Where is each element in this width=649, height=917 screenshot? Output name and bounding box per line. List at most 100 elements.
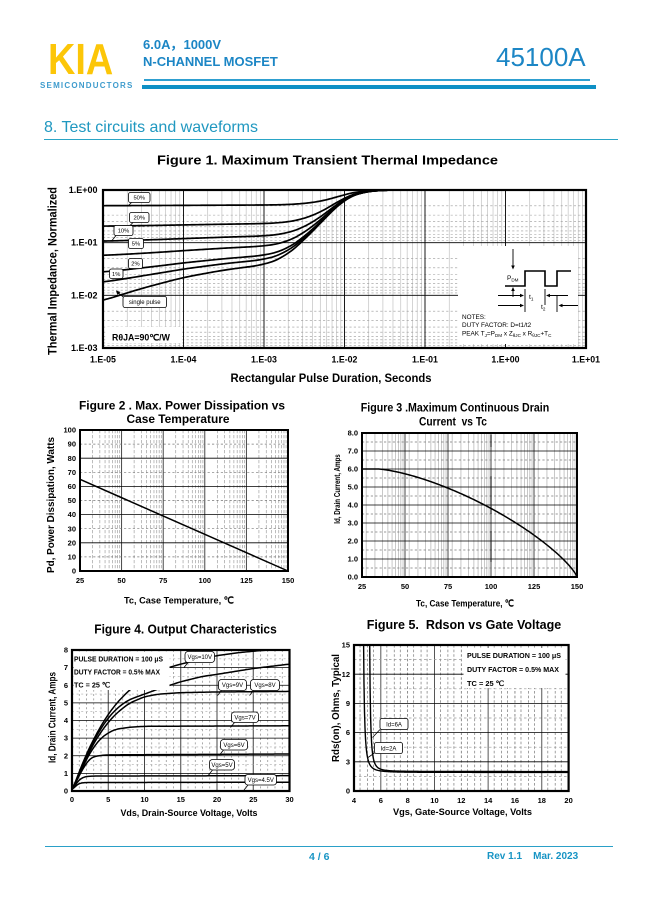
svg-text:18: 18 bbox=[538, 796, 546, 805]
svg-text:Figure 2 . Max. Power Dissipat: Figure 2 . Max. Power Dissipation vs bbox=[79, 399, 285, 413]
svg-text:Vgs=5V: Vgs=5V bbox=[211, 763, 232, 769]
svg-text:1: 1 bbox=[64, 769, 68, 778]
svg-text:40: 40 bbox=[68, 510, 76, 519]
svg-text:3.0: 3.0 bbox=[348, 519, 358, 528]
svg-text:t2: t2 bbox=[541, 304, 546, 312]
svg-text:PULSE DURATION = 100 μS: PULSE DURATION = 100 μS bbox=[467, 651, 561, 660]
svg-text:80: 80 bbox=[68, 454, 76, 463]
svg-text:7: 7 bbox=[64, 663, 68, 672]
svg-text:100: 100 bbox=[199, 576, 212, 585]
svg-text:8: 8 bbox=[406, 796, 410, 805]
svg-text:0: 0 bbox=[64, 787, 68, 796]
svg-text:12: 12 bbox=[457, 796, 465, 805]
svg-text:75: 75 bbox=[444, 582, 452, 591]
svg-text:t1: t1 bbox=[529, 294, 534, 302]
svg-text:single pulse: single pulse bbox=[129, 300, 161, 306]
svg-text:50%: 50% bbox=[133, 196, 145, 202]
svg-text:1.E-03: 1.E-03 bbox=[71, 343, 98, 353]
svg-text:30: 30 bbox=[68, 524, 76, 533]
svg-text:50: 50 bbox=[117, 576, 125, 585]
svg-text:20%: 20% bbox=[133, 216, 145, 222]
svg-text:Id, Drain Current, Amps: Id, Drain Current, Amps bbox=[48, 672, 59, 763]
svg-text:20: 20 bbox=[564, 796, 572, 805]
svg-text:1.E-01: 1.E-01 bbox=[412, 355, 438, 365]
svg-text:PULSE DURATION = 100 μS: PULSE DURATION = 100 μS bbox=[74, 655, 163, 664]
svg-text:PDM: PDM bbox=[507, 275, 519, 283]
svg-text:Vgs=4.5V: Vgs=4.5V bbox=[248, 778, 274, 784]
svg-text:Figure 5. Rdson vs Gate Volta: Figure 5. Rdson vs Gate Voltage bbox=[367, 618, 562, 632]
svg-text:12: 12 bbox=[342, 670, 350, 679]
svg-text:Case Temperature: Case Temperature bbox=[127, 412, 230, 426]
svg-text:10: 10 bbox=[140, 795, 148, 804]
svg-text:25: 25 bbox=[358, 582, 366, 591]
svg-text:RθJA=90℃/W: RθJA=90℃/W bbox=[112, 333, 171, 343]
svg-text:20: 20 bbox=[213, 795, 221, 804]
svg-text:30: 30 bbox=[285, 795, 293, 804]
svg-text:50: 50 bbox=[68, 496, 76, 505]
svg-text:8.0: 8.0 bbox=[348, 429, 358, 438]
svg-text:Figure 3 .Maximum Continuous D: Figure 3 .Maximum Continuous Drain bbox=[361, 401, 550, 415]
svg-text:5%: 5% bbox=[132, 242, 140, 248]
svg-text:90: 90 bbox=[68, 440, 76, 449]
svg-text:Pd, Power Dissipation, Watts: Pd, Power Dissipation, Watts bbox=[45, 437, 57, 573]
svg-text:7.0: 7.0 bbox=[348, 447, 358, 456]
svg-text:Current vs Tc: Current vs Tc bbox=[419, 415, 487, 429]
svg-text:Vds, Drain-Source Voltage, Vol: Vds, Drain-Source Voltage, Volts bbox=[121, 808, 258, 819]
svg-text:16: 16 bbox=[511, 796, 519, 805]
svg-text:TC = 25 ℃: TC = 25 ℃ bbox=[74, 681, 110, 690]
svg-text:9: 9 bbox=[346, 699, 350, 708]
svg-text:1.E-02: 1.E-02 bbox=[332, 355, 358, 365]
svg-text:14: 14 bbox=[484, 796, 493, 805]
svg-text:2%: 2% bbox=[131, 262, 139, 268]
svg-text:75: 75 bbox=[159, 576, 167, 585]
svg-text:4: 4 bbox=[352, 796, 357, 805]
svg-text:Vgs=10V: Vgs=10V bbox=[187, 655, 212, 661]
svg-text:10: 10 bbox=[68, 553, 76, 562]
svg-text:6: 6 bbox=[64, 681, 68, 690]
svg-text:1.E-03: 1.E-03 bbox=[251, 355, 277, 365]
svg-text:125: 125 bbox=[528, 582, 541, 591]
svg-text:150: 150 bbox=[282, 576, 295, 585]
svg-text:15: 15 bbox=[177, 795, 185, 804]
svg-text:TC = 25 ℃: TC = 25 ℃ bbox=[467, 679, 504, 688]
svg-text:0: 0 bbox=[346, 787, 350, 796]
svg-text:Tc, Case Temperature, ℃: Tc, Case Temperature, ℃ bbox=[416, 599, 514, 610]
svg-text:PEAK TJ=PDM x ZθJC x RθJC+TC: PEAK TJ=PDM x ZθJC x RθJC+TC bbox=[462, 331, 552, 338]
svg-text:1.E-02: 1.E-02 bbox=[71, 290, 98, 300]
svg-text:125: 125 bbox=[240, 576, 253, 585]
svg-text:0: 0 bbox=[70, 795, 74, 804]
svg-text:2: 2 bbox=[64, 751, 68, 760]
svg-text:100: 100 bbox=[485, 582, 498, 591]
svg-text:15: 15 bbox=[342, 641, 350, 650]
svg-text:Tc, Case Temperature, ℃: Tc, Case Temperature, ℃ bbox=[124, 596, 234, 607]
svg-text:20: 20 bbox=[68, 538, 76, 547]
svg-text:Id=2A: Id=2A bbox=[381, 747, 397, 753]
svg-text:60: 60 bbox=[68, 482, 76, 491]
svg-text:Vgs, Gate-Source Voltage, Volt: Vgs, Gate-Source Voltage, Volts bbox=[393, 807, 532, 818]
svg-text:8: 8 bbox=[64, 646, 68, 655]
svg-text:Vgs=6V: Vgs=6V bbox=[223, 743, 244, 749]
svg-text:5: 5 bbox=[64, 698, 68, 707]
svg-text:3: 3 bbox=[64, 734, 68, 743]
svg-text:1.E+00: 1.E+00 bbox=[491, 355, 519, 365]
svg-text:Figure 4. Output Characteristi: Figure 4. Output Characteristics bbox=[94, 623, 277, 637]
svg-text:1.E-01: 1.E-01 bbox=[71, 238, 98, 248]
svg-text:5.0: 5.0 bbox=[348, 483, 358, 492]
svg-text:10: 10 bbox=[430, 796, 438, 805]
svg-text:1.E-05: 1.E-05 bbox=[90, 355, 116, 365]
svg-text:10%: 10% bbox=[118, 229, 130, 235]
svg-text:25: 25 bbox=[76, 576, 84, 585]
svg-text:6: 6 bbox=[379, 796, 383, 805]
svg-text:1%: 1% bbox=[112, 272, 120, 278]
svg-text:DUTY FACTOR = 0.5% MAX: DUTY FACTOR = 0.5% MAX bbox=[467, 665, 559, 674]
svg-text:150: 150 bbox=[571, 582, 584, 591]
svg-text:Id=6A: Id=6A bbox=[386, 723, 402, 729]
svg-text:2.0: 2.0 bbox=[348, 537, 358, 546]
svg-text:25: 25 bbox=[249, 795, 257, 804]
svg-text:Rds(on), Ohms, Typical: Rds(on), Ohms, Typical bbox=[331, 654, 342, 762]
svg-text:70: 70 bbox=[68, 468, 76, 477]
svg-text:Figure 1. Maximum Transient Th: Figure 1. Maximum Transient Thermal Impe… bbox=[157, 153, 498, 168]
svg-text:Vgs=9V: Vgs=9V bbox=[222, 683, 243, 689]
svg-text:1.E+01: 1.E+01 bbox=[572, 355, 600, 365]
svg-text:100: 100 bbox=[63, 426, 76, 435]
